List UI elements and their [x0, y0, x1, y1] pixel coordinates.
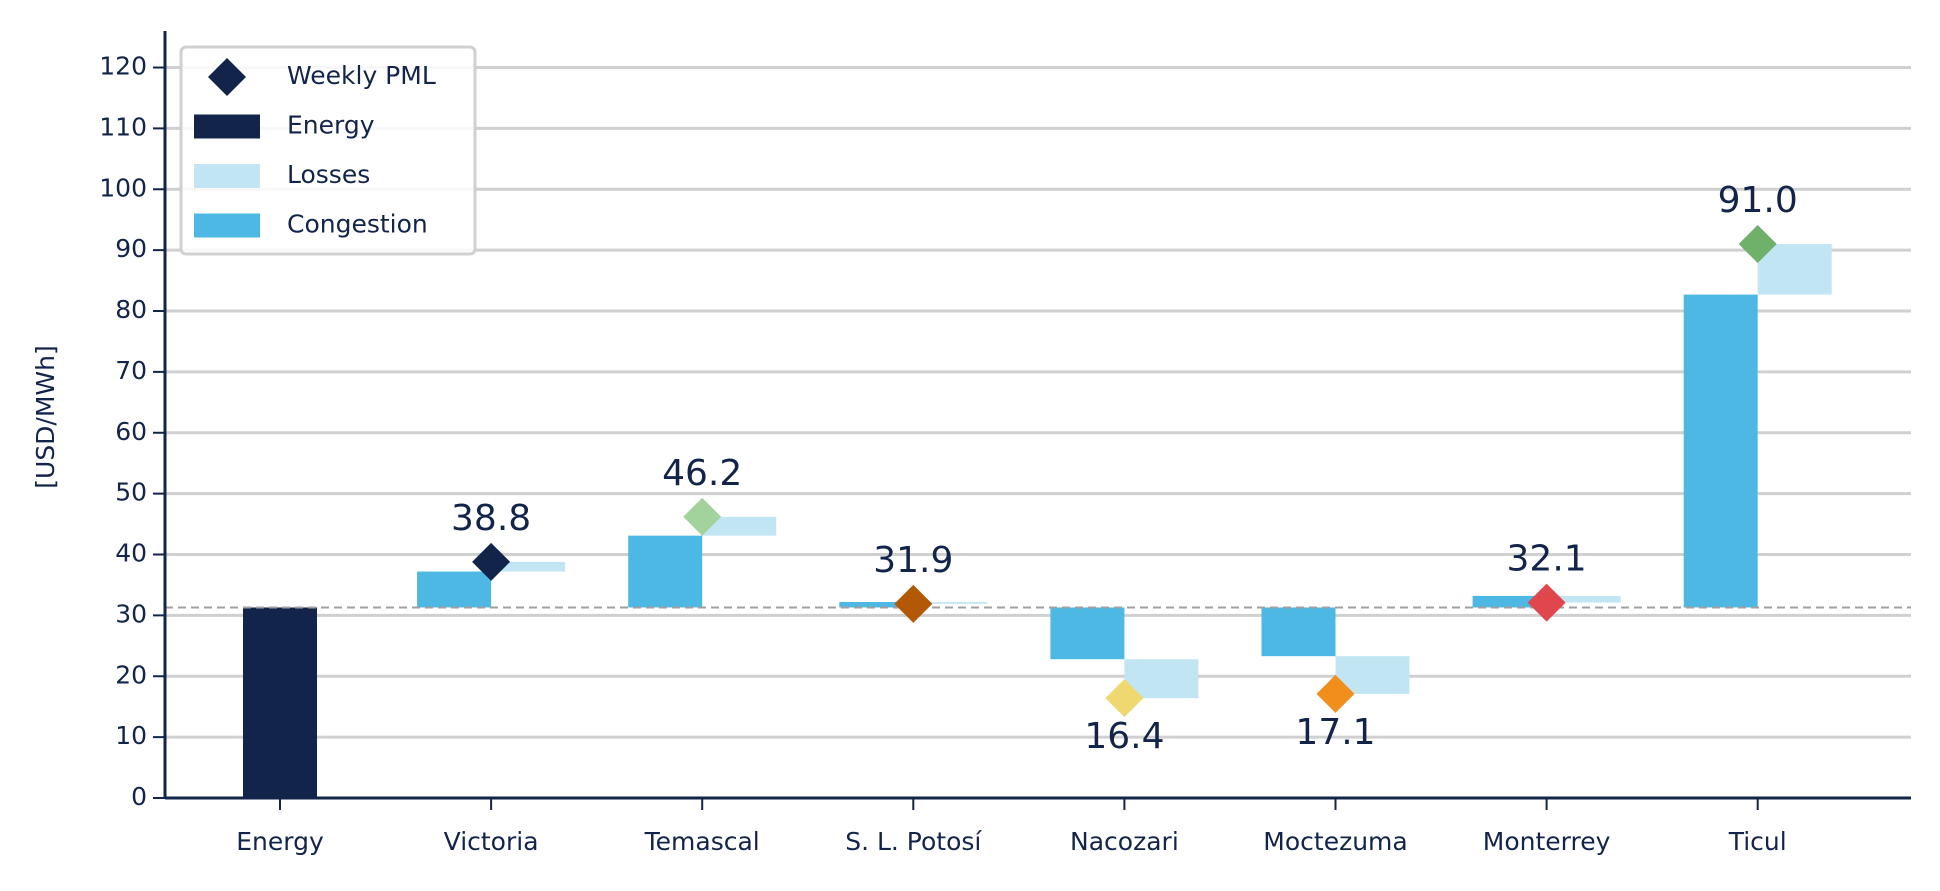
- congestion-bar: [1050, 607, 1125, 660]
- x-tick-label: Ticul: [1728, 827, 1787, 856]
- y-tick-label: 20: [115, 660, 147, 689]
- y-tick-label: 0: [131, 782, 147, 811]
- y-tick-label: 30: [115, 599, 147, 628]
- pml-label: 46.2: [662, 453, 742, 494]
- legend-label: Losses: [287, 160, 370, 189]
- losses-bar: [491, 561, 566, 572]
- legend-marker: [208, 58, 246, 96]
- congestion-bar: [1472, 595, 1547, 608]
- pml-label: 38.8: [451, 498, 531, 539]
- x-tick-label: S. L. Potosí: [845, 827, 982, 856]
- losses-bar: [702, 516, 777, 536]
- legend-label: Energy: [287, 111, 375, 140]
- pml-label: 32.1: [1507, 539, 1587, 580]
- legend-swatch: [194, 213, 260, 238]
- y-tick-label: 10: [115, 721, 147, 750]
- congestion-bar: [1683, 294, 1758, 608]
- energy-bar: [243, 607, 317, 798]
- congestion-bar: [417, 571, 492, 608]
- pml-marker: [1316, 674, 1355, 713]
- pml-marker: [472, 542, 511, 581]
- y-tick-label: 110: [99, 112, 147, 141]
- y-tick-label: 60: [115, 417, 147, 446]
- pml-marker: [683, 497, 722, 536]
- pml-label: 17.1: [1295, 712, 1375, 753]
- y-tick-label: 70: [115, 356, 147, 385]
- y-tick-label: 80: [115, 295, 147, 324]
- y-axis-label: [USD/MWh]: [31, 345, 60, 488]
- y-tick-label: 50: [115, 478, 147, 507]
- pml-marker: [1738, 225, 1777, 264]
- legend-label: Weekly PML: [287, 61, 436, 90]
- pml-marker: [894, 584, 933, 623]
- x-tick-label: Monterrey: [1483, 827, 1611, 856]
- x-tick-label: Energy: [236, 827, 324, 856]
- y-tick-label: 100: [99, 173, 147, 202]
- legend-box: [179, 45, 477, 256]
- x-tick-label: Moctezuma: [1263, 827, 1407, 856]
- losses-bar: [1757, 244, 1832, 295]
- y-tick-label: 120: [99, 52, 147, 81]
- congestion-bar: [628, 535, 703, 608]
- y-tick-label: 90: [115, 234, 147, 263]
- congestion-bar: [839, 601, 914, 608]
- pml-marker: [1527, 583, 1566, 622]
- pml-label: 31.9: [873, 540, 953, 581]
- legend: Weekly PML Energy Losses Congestion: [179, 45, 477, 256]
- legend-swatch: [194, 164, 260, 188]
- pml-label: 16.4: [1084, 716, 1164, 757]
- legend-swatch: [194, 114, 260, 139]
- pml-label: 91.0: [1718, 180, 1798, 221]
- x-tick-label: Temascal: [644, 827, 760, 856]
- y-tick-label: 40: [115, 539, 147, 568]
- legend-label: Congestion: [287, 210, 428, 239]
- pml-marker: [1105, 679, 1144, 718]
- losses-bar: [913, 601, 988, 604]
- congestion-bar: [1261, 607, 1336, 657]
- x-tick-label: Nacozari: [1070, 827, 1179, 856]
- x-tick-label: Victoria: [444, 827, 539, 856]
- losses-bar: [1546, 595, 1621, 603]
